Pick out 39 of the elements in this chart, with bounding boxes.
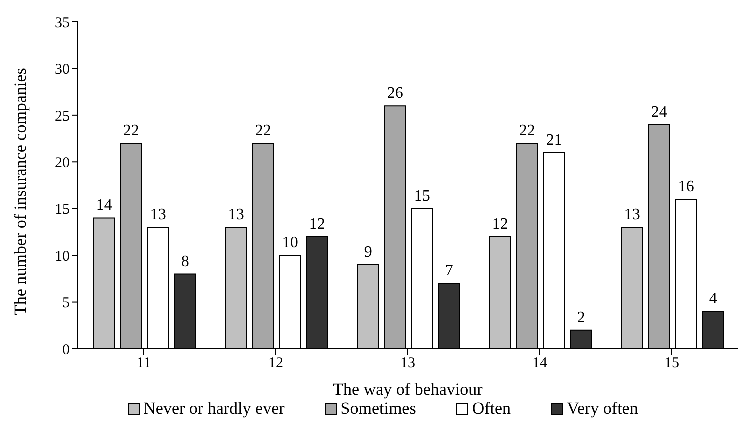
data-label: 12 xyxy=(492,216,508,233)
y-tick-label: 5 xyxy=(62,296,70,312)
y-tick-label: 35 xyxy=(55,15,70,32)
data-label: 4 xyxy=(709,290,718,308)
data-label: 22 xyxy=(123,122,140,140)
y-axis-title: The number of insurance companies xyxy=(11,68,30,316)
data-label: 14 xyxy=(96,197,112,214)
data-label: 9 xyxy=(364,244,372,261)
legend-label: Sometimes xyxy=(340,399,416,419)
data-label: 22 xyxy=(519,122,536,140)
x-tick-label: 13 xyxy=(400,356,416,372)
legend-label: Very often xyxy=(567,399,638,419)
y-tick-label: 10 xyxy=(55,248,70,265)
y-tick-label: 30 xyxy=(55,62,70,78)
data-label: 12 xyxy=(309,216,326,233)
x-axis-title: The way of behaviour xyxy=(333,380,484,399)
data-label: 22 xyxy=(255,122,272,140)
x-tick-label: 12 xyxy=(268,356,284,372)
data-label: 2 xyxy=(577,309,586,326)
y-tick-label: 0 xyxy=(62,342,70,358)
data-label: 7 xyxy=(445,262,454,280)
data-label: 13 xyxy=(624,206,640,224)
data-label: 13 xyxy=(228,206,244,224)
data-label: 26 xyxy=(387,85,404,102)
legend-label: Often xyxy=(472,399,512,419)
y-tick-label: 25 xyxy=(55,108,70,125)
data-label: 13 xyxy=(150,206,166,224)
data-label: 10 xyxy=(282,234,298,252)
legend-label: Never or hardly ever xyxy=(144,399,285,419)
x-tick-label: 11 xyxy=(136,356,152,372)
y-tick-label: 15 xyxy=(55,202,70,218)
data-label: 16 xyxy=(678,178,694,196)
data-label: 15 xyxy=(414,188,430,205)
y-tick-label: 20 xyxy=(55,155,70,172)
data-label: 24 xyxy=(651,104,668,121)
data-label: 21 xyxy=(546,132,562,149)
x-tick-label: 15 xyxy=(664,356,680,372)
data-label: 8 xyxy=(181,253,190,270)
x-tick-label: 14 xyxy=(532,356,548,372)
